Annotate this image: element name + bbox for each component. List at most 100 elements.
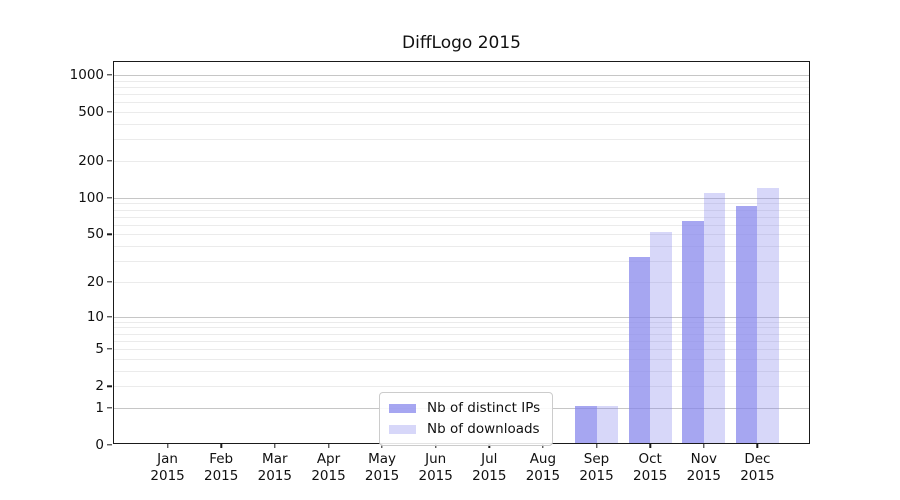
- x-tick-month: Jan: [157, 451, 178, 467]
- y-tick-label: 500: [78, 104, 104, 121]
- bars-layer: [114, 62, 809, 443]
- y-tick: [107, 160, 112, 162]
- x-tick-month: Jul: [481, 451, 498, 467]
- x-tick-year: 2015: [472, 468, 507, 484]
- bar-dec-nb-of-downloads: [757, 188, 779, 443]
- bar-dec-nb-of-distinct-ips: [735, 206, 758, 443]
- y-tick-label: 1: [95, 399, 104, 416]
- legend: Nb of distinct IPs Nb of downloads: [379, 392, 554, 446]
- bar-oct-nb-of-distinct-ips: [628, 257, 651, 443]
- bar-oct-nb-of-downloads: [650, 232, 672, 443]
- x-tick-year: 2015: [311, 468, 346, 484]
- gridlines-layer: [114, 62, 809, 443]
- x-tick-month: Oct: [638, 451, 662, 467]
- gridline-minor: [114, 224, 809, 226]
- legend-item: Nb of distinct IPs: [389, 399, 540, 418]
- x-tick-label: Aug 2015: [526, 451, 560, 485]
- x-tick: [220, 443, 222, 448]
- legend-label: Nb of downloads: [427, 421, 540, 437]
- legend-item: Nb of downloads: [389, 420, 540, 439]
- y-tick: [107, 407, 112, 409]
- x-tick-label: Jun 2015: [419, 451, 453, 485]
- y-tick: [107, 111, 112, 113]
- bar-sep-nb-of-distinct-ips: [575, 405, 597, 443]
- x-tick-label: Mar 2015: [258, 451, 292, 485]
- gridline-minor: [114, 87, 809, 88]
- y-tick-label: 0: [95, 437, 104, 453]
- legend-swatch-nb-of-distinct-ips: [389, 403, 416, 414]
- y-tick: [107, 281, 112, 283]
- x-tick-label: Jan 2015: [150, 451, 184, 485]
- x-tick-label: Jul 2015: [472, 451, 506, 485]
- x-tick-month: Aug: [529, 451, 557, 467]
- x-tick-year: 2015: [740, 468, 775, 484]
- x-tick-year: 2015: [364, 468, 400, 484]
- gridline-minor: [114, 321, 809, 323]
- gridline-minor: [114, 261, 809, 263]
- y-tick-label: 10: [86, 308, 104, 325]
- y-tick: [107, 348, 112, 350]
- legend-label: Nb of distinct IPs: [427, 400, 541, 416]
- gridline-minor: [114, 209, 809, 211]
- gridline-minor: [114, 102, 809, 104]
- y-tick-label: 20: [86, 274, 104, 290]
- x-tick-month: Jun: [425, 451, 447, 467]
- x-tick-year: 2015: [633, 468, 668, 484]
- y-tick-label: 100: [78, 189, 104, 206]
- gridline-minor: [114, 216, 809, 218]
- gridline-minor: [114, 112, 809, 114]
- chart-title: DiffLogo 2015: [402, 33, 521, 53]
- y-tick: [107, 233, 112, 236]
- y-tick-label: 200: [78, 153, 104, 169]
- x-tick-month: Apr: [316, 451, 341, 467]
- x-tick-year: 2015: [579, 468, 614, 484]
- x-tick-year: 2015: [525, 468, 561, 484]
- bar-sep-nb-of-downloads: [596, 405, 618, 443]
- axes-layer: 0 1 2 5 10 20 50 100 200 500 1000 Jan 2015 Feb 2015 Mar…: [70, 62, 809, 484]
- x-tick: [756, 443, 759, 448]
- x-tick-month: Nov: [690, 451, 717, 467]
- gridline-minor: [114, 340, 809, 342]
- x-tick-month: Dec: [744, 451, 771, 467]
- y-tick-label: 2: [95, 378, 104, 395]
- gridline-minor: [114, 94, 809, 96]
- gridline-minor: [114, 139, 809, 141]
- y-tick-label: 50: [86, 226, 104, 243]
- x-tick-year: 2015: [686, 468, 721, 484]
- x-tick-label: Apr 2015: [311, 451, 345, 485]
- y-tick: [107, 197, 112, 199]
- x-tick-year: 2015: [150, 468, 185, 484]
- gridline-minor: [114, 124, 809, 125]
- x-tick-year: 2015: [204, 468, 239, 484]
- x-tick-month: Mar: [262, 451, 288, 467]
- gridline-minor: [114, 203, 809, 205]
- gridline-minor: [114, 386, 809, 388]
- y-tick-label: 5: [95, 341, 104, 357]
- gridline-minor: [114, 327, 809, 329]
- x-tick-label: Sep 2015: [579, 451, 613, 485]
- x-tick-label: May 2015: [365, 451, 399, 485]
- x-tick: [166, 443, 169, 448]
- gridline-minor: [114, 161, 809, 162]
- legend-swatch-nb-of-downloads: [389, 424, 416, 435]
- x-tick: [327, 443, 330, 448]
- x-tick-label: Nov 2015: [687, 451, 721, 485]
- x-tick-month: May: [368, 451, 397, 467]
- bar-nov-nb-of-distinct-ips: [682, 221, 704, 443]
- gridline-minor: [114, 80, 809, 82]
- x-tick-month: Sep: [583, 451, 610, 467]
- x-tick-label: Dec 2015: [740, 451, 774, 485]
- gridline-major: [114, 197, 809, 199]
- y-tick-label: 1000: [69, 67, 104, 83]
- gridline-minor: [114, 282, 809, 283]
- gridline-minor: [114, 333, 809, 335]
- x-tick-label: Oct 2015: [633, 451, 667, 485]
- x-tick: [703, 443, 705, 448]
- gridline-minor: [114, 246, 809, 248]
- y-tick: [107, 74, 112, 76]
- plot-area: 0 1 2 5 10 20 50 100 200 500 1000 Jan 2015 Feb 2015 Mar…: [70, 61, 810, 484]
- x-tick: [274, 443, 276, 448]
- x-tick-year: 2015: [418, 468, 453, 484]
- x-tick: [595, 443, 598, 448]
